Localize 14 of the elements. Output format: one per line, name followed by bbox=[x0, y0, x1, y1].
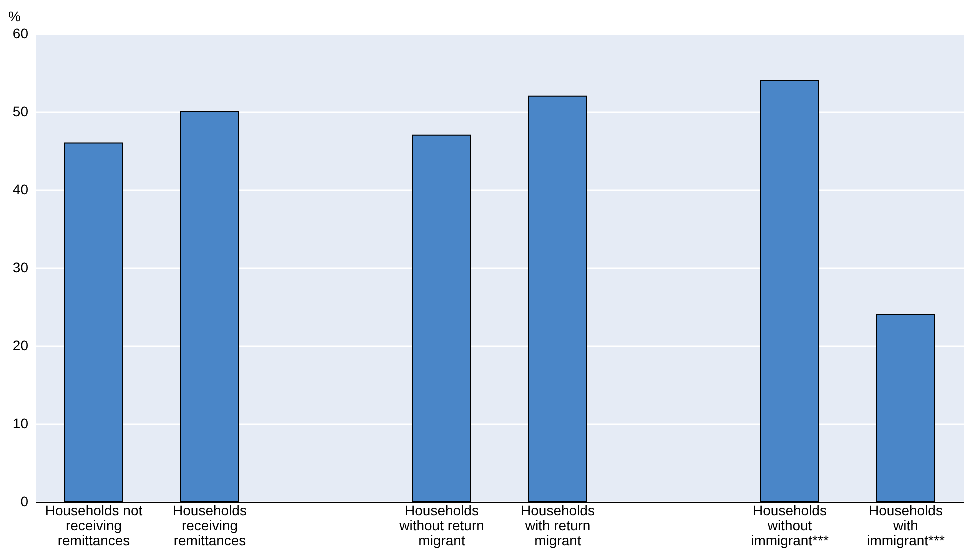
y-tick-label: 60 bbox=[12, 26, 29, 42]
y-tick-label: 0 bbox=[20, 494, 29, 510]
y-tick-label: 20 bbox=[12, 338, 29, 354]
x-tick-label: Households without return migrant bbox=[398, 502, 484, 548]
y-axis-title: % bbox=[8, 8, 21, 24]
x-tick-label: Households without immigrant*** bbox=[751, 502, 830, 548]
x-tick-label: Households not receiving remittances bbox=[45, 502, 143, 548]
y-tick-label: 10 bbox=[12, 416, 29, 432]
y-tick-label: 30 bbox=[12, 260, 29, 276]
y-tick-label: 40 bbox=[12, 182, 29, 198]
x-tick-label: Households with return migrant bbox=[521, 502, 595, 548]
x-tick-label: Households with immigrant*** bbox=[867, 502, 946, 548]
x-tick-label: Households receiving remittances bbox=[173, 502, 247, 548]
y-tick-label: 50 bbox=[12, 104, 29, 120]
